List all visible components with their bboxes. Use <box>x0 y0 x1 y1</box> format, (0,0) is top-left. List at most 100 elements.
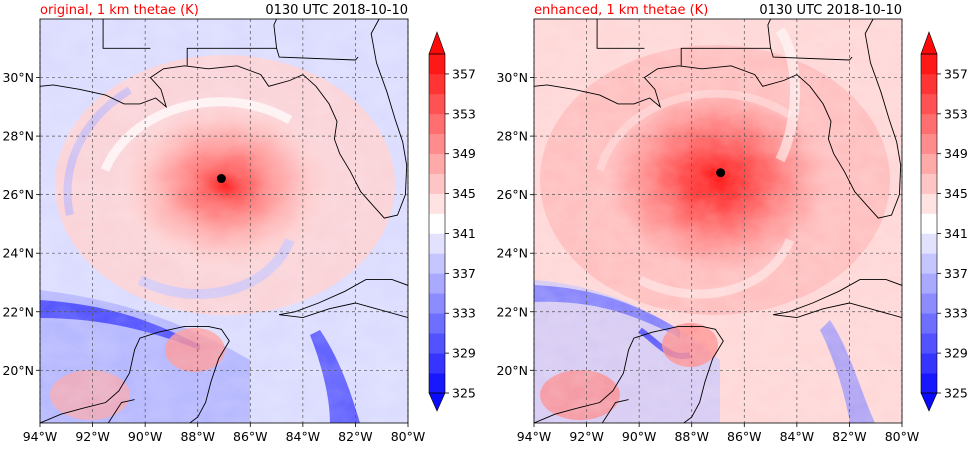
colorbar-segment <box>429 313 445 334</box>
coastline-path <box>107 399 135 423</box>
colorbar-segment <box>921 213 937 234</box>
colorbar-tick-label: 345 <box>452 186 476 201</box>
x-tick-label: 86°W <box>727 429 762 444</box>
y-tick-label: 22°N <box>2 304 34 319</box>
coastline-path <box>279 279 408 316</box>
colorbar-original: 325 329 333 337 341 345 349 353 357 <box>428 31 476 412</box>
y-tick-label: 30°N <box>2 70 34 85</box>
colorbar-segment <box>429 253 445 274</box>
colorbar-segment <box>429 353 445 374</box>
colorbar-segment <box>429 173 445 194</box>
map-frame <box>533 18 903 424</box>
colorbar-extend-max <box>920 31 938 55</box>
x-tick-label: 94°W <box>517 429 552 444</box>
x-tick-label: 84°W <box>780 429 815 444</box>
map-panel-original: original, 1 km thetae (K) 0130 UTC 2018-… <box>2 3 425 444</box>
colorbar-tick-label: 337 <box>944 266 968 281</box>
colorbar-segment <box>429 113 445 135</box>
colorbar-tick-label: 333 <box>452 306 476 321</box>
colorbar-tick-label: 349 <box>944 146 968 161</box>
colorbar-segment <box>429 93 445 115</box>
colorbar-segment <box>429 333 445 354</box>
colorbar-segment <box>429 193 445 214</box>
colorbar-segment <box>921 173 937 194</box>
coastline-path <box>276 48 359 61</box>
colorbar-frame <box>428 53 446 394</box>
coastline-path <box>40 325 230 423</box>
colorbar-segment <box>921 293 937 314</box>
colorbar-tick-label: 341 <box>452 226 476 241</box>
y-tick-label: 20°N <box>2 363 34 378</box>
x-tick-label: 82°W <box>832 429 867 444</box>
colorbar-tick-label: 349 <box>452 146 476 161</box>
colorbar-segment <box>921 233 937 254</box>
gridlines <box>533 19 903 423</box>
colorbar-segment <box>429 133 445 155</box>
coastline <box>534 19 902 423</box>
colorbar-segment <box>921 333 937 354</box>
x-tick-label: 80°W <box>885 429 920 444</box>
colorbar-enhanced: 325 329 333 337 341 345 349 353 357 <box>920 31 968 412</box>
panel-title-right: 0130 UTC 2018-10-10 <box>265 3 408 18</box>
colorbar-extend-min <box>428 392 446 412</box>
colorbar-tick-label: 333 <box>944 306 968 321</box>
colorbar-tick-label: 329 <box>452 346 476 361</box>
coastline-path <box>279 302 408 319</box>
colorbar-segment <box>921 373 937 394</box>
colorbar-tick-label: 357 <box>944 66 968 81</box>
panel-title-left: original, 1 km thetae (K) <box>40 3 199 18</box>
colorbar-segment <box>429 233 445 254</box>
y-tick-label: 26°N <box>2 187 34 202</box>
axis-tick-labels: 94°W 92°W 90°W 88°W 86°W 84°W 82°W 80°W 20°N 22°N… <box>2 70 425 444</box>
storm-center-marker <box>716 168 726 178</box>
x-tick-label: 90°W <box>622 429 657 444</box>
panel-title-right: 0130 UTC 2018-10-10 <box>759 3 902 18</box>
colorbar-segment <box>921 353 937 374</box>
y-tick-label: 24°N <box>496 246 528 261</box>
colorbar-segment <box>921 133 937 155</box>
y-tick-label: 28°N <box>496 129 528 144</box>
map-frame <box>39 18 409 424</box>
coastline-path <box>596 19 645 49</box>
colorbar-segment <box>921 93 937 115</box>
coastline-path <box>102 19 151 49</box>
colorbar-frame <box>920 53 938 394</box>
colorbar-extend-min <box>920 392 938 412</box>
panel-title-left: enhanced, 1 km thetae (K) <box>534 3 708 18</box>
coastline-path <box>770 48 853 61</box>
coastline-path <box>680 19 772 66</box>
colorbar-tick-label: 345 <box>944 186 968 201</box>
colorbar-tick-label: 353 <box>452 106 476 121</box>
x-tick-label: 90°W <box>128 429 163 444</box>
coastline <box>40 19 408 423</box>
coastline-path <box>534 19 902 219</box>
colorbar-segment <box>429 153 445 174</box>
colorbar-segment <box>921 54 937 75</box>
colorbar-segment <box>921 153 937 174</box>
colorbar-segment <box>429 273 445 294</box>
colorbar-segment <box>429 373 445 394</box>
coastline-path <box>773 279 902 316</box>
coastline-path <box>40 19 408 219</box>
colorbar-tick-label: 353 <box>944 106 968 121</box>
colorbar-segment <box>429 54 445 75</box>
colorbar-extend-max <box>428 31 446 55</box>
x-tick-label: 82°W <box>338 429 373 444</box>
colorbar-segment <box>921 253 937 274</box>
colorbar-tick-label: 325 <box>452 386 476 401</box>
y-tick-label: 24°N <box>2 246 34 261</box>
colorbar-tick-label: 341 <box>944 226 968 241</box>
coastline-path <box>186 19 278 66</box>
x-tick-label: 92°W <box>75 429 110 444</box>
colorbar-segment <box>429 213 445 234</box>
x-tick-label: 88°W <box>674 429 709 444</box>
colorbar-segment <box>921 273 937 294</box>
colorbar-segment <box>429 293 445 314</box>
colorbar-segment <box>921 73 937 95</box>
x-tick-label: 94°W <box>23 429 58 444</box>
colorbar-segment <box>921 313 937 334</box>
colorbar-tick-label: 325 <box>944 386 968 401</box>
colorbar-tick-label: 337 <box>452 266 476 281</box>
y-tick-label: 26°N <box>496 187 528 202</box>
